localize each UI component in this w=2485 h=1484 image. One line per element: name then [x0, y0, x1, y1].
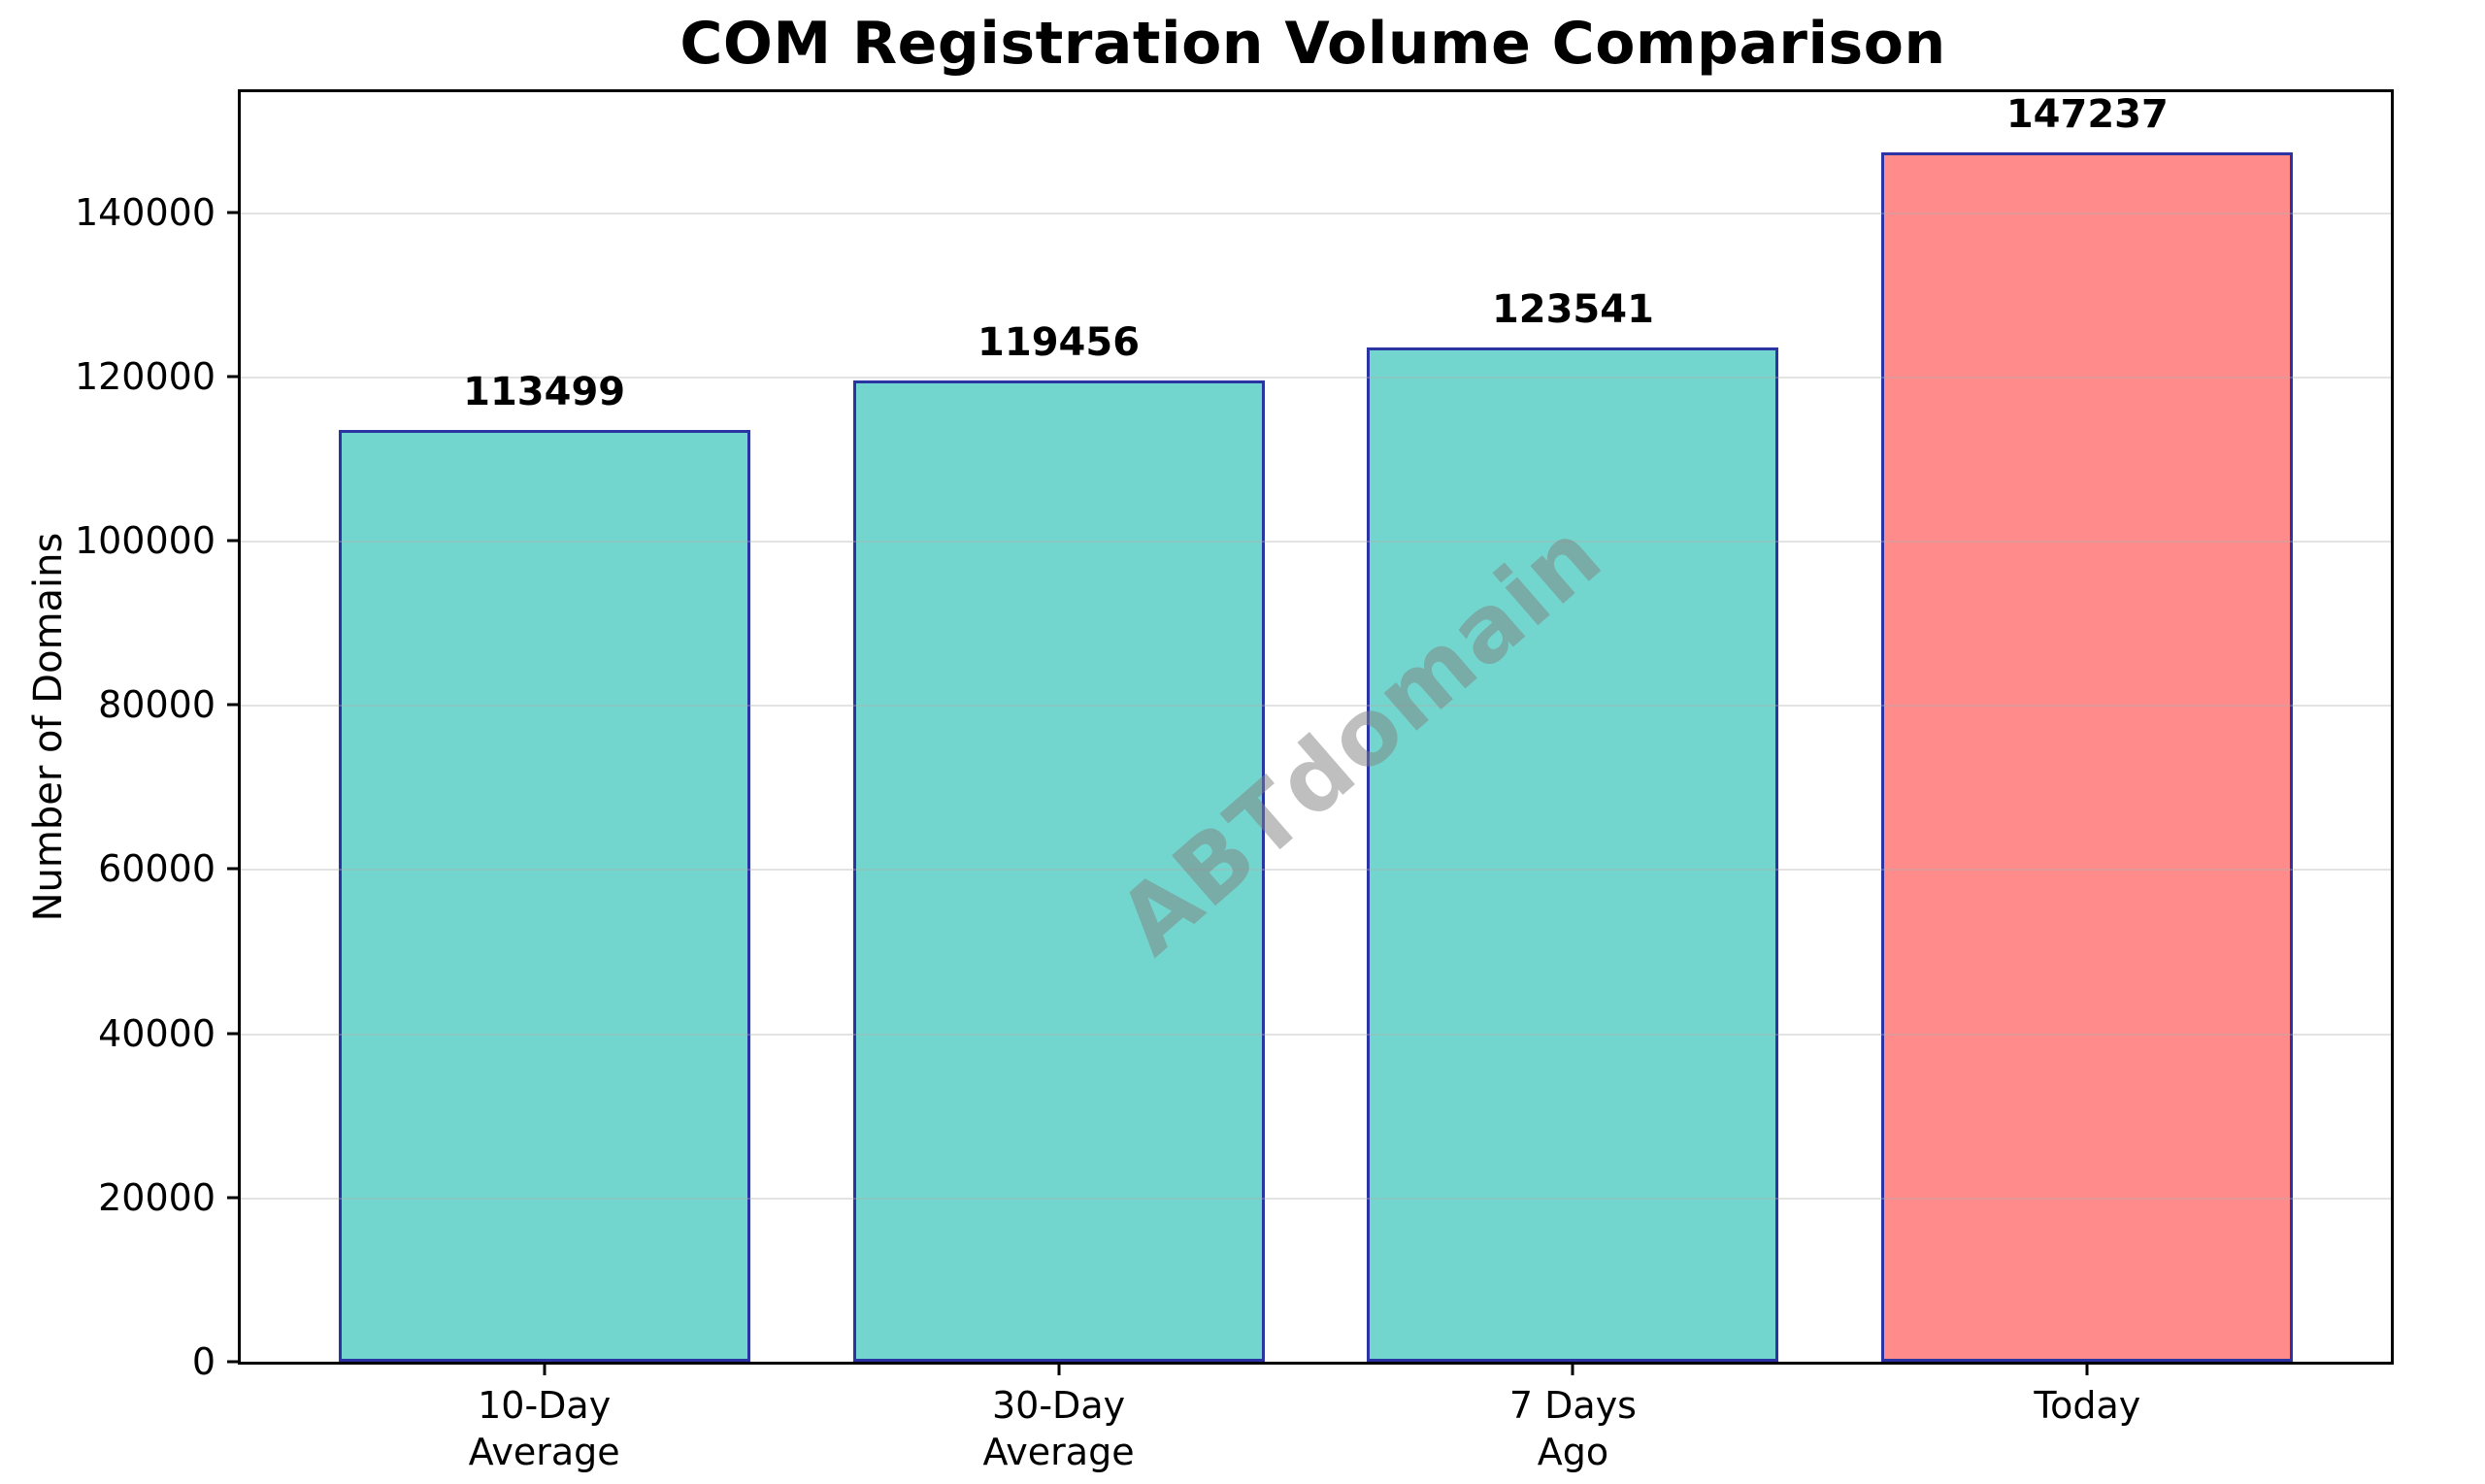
x-tick-label: 10-Day Average: [468, 1384, 620, 1473]
gridline: [241, 212, 2391, 214]
x-tick-label: Today: [2034, 1384, 2141, 1427]
y-tick-label: 140000: [74, 190, 215, 234]
bar-2: [852, 380, 1265, 1362]
x-tick-label: 30-Day Average: [982, 1384, 1135, 1473]
y-tick-label: 0: [191, 1340, 215, 1383]
y-tick-label: 40000: [98, 1011, 215, 1055]
plot-area: 113499 119456 123541 147237 0 20000 40000 6000…: [75, 89, 2394, 1473]
gridline: [241, 1033, 2391, 1036]
x-tick-mark: [2085, 1362, 2089, 1375]
y-tick-mark: [227, 539, 241, 543]
y-tick-mark: [227, 867, 241, 871]
y-tick-label: 20000: [98, 1175, 215, 1219]
bar-value-label: 147237: [2005, 92, 2169, 138]
y-tick-label: 60000: [98, 847, 215, 891]
x-tick-mark: [1057, 1362, 1061, 1375]
bar-4: [1881, 152, 2294, 1362]
y-tick-mark: [227, 1360, 241, 1364]
gridline: [241, 540, 2391, 543]
y-axis-label: Number of Domains: [26, 532, 71, 922]
chart-title: COM Registration Volume Comparison: [679, 10, 1946, 78]
gridline: [241, 869, 2391, 872]
gridline: [241, 1197, 2391, 1200]
gridline: [241, 705, 2391, 708]
y-tick-label: 100000: [74, 518, 215, 562]
y-tick-mark: [227, 211, 241, 214]
y-tick-mark: [227, 703, 241, 707]
y-tick-mark: [227, 1196, 241, 1200]
y-tick-label: 80000: [98, 683, 215, 727]
bar-3: [1367, 346, 1779, 1362]
bar-value-label: 119456: [977, 320, 1141, 366]
bar-value-label: 113499: [463, 369, 626, 414]
x-tick-label: 7 Days Ago: [1508, 1384, 1637, 1473]
y-tick-mark: [227, 1032, 241, 1036]
y-tick-label: 120000: [74, 354, 215, 398]
y-tick-mark: [227, 375, 241, 379]
x-tick-mark: [543, 1362, 547, 1375]
gridline: [241, 376, 2391, 379]
bar-1: [338, 429, 750, 1362]
x-tick-mark: [1571, 1362, 1574, 1375]
bar-value-label: 123541: [1491, 286, 1654, 332]
